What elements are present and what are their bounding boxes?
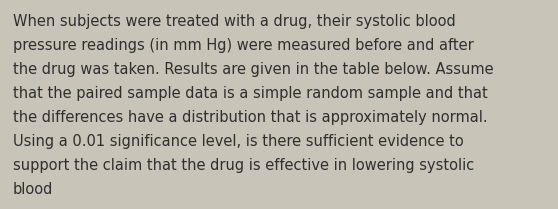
Text: pressure readings (in mm Hg) were measured before and after: pressure readings (in mm Hg) were measur…: [13, 38, 474, 53]
Text: Using a 0.01 significance level, is there sufficient evidence to: Using a 0.01 significance level, is ther…: [13, 134, 464, 149]
Text: that the paired sample data is a simple random sample and that: that the paired sample data is a simple …: [13, 86, 488, 101]
Text: the differences have a distribution that is approximately normal.: the differences have a distribution that…: [13, 110, 488, 125]
Text: the drug was taken. Results are given in the table below. Assume: the drug was taken. Results are given in…: [13, 62, 494, 77]
Text: support the claim that the drug is effective in lowering systolic: support the claim that the drug is effec…: [13, 158, 474, 173]
Text: blood: blood: [13, 182, 54, 197]
Text: When subjects were treated with a drug, their systolic blood: When subjects were treated with a drug, …: [13, 14, 456, 29]
